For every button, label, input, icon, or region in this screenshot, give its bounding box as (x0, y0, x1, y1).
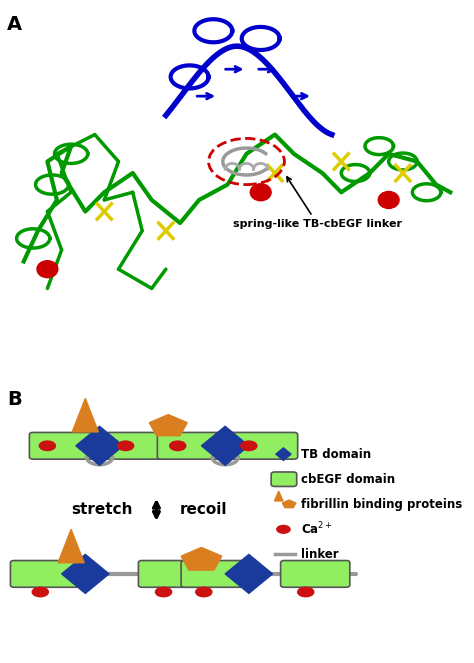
Polygon shape (283, 500, 296, 508)
Polygon shape (225, 554, 273, 593)
Polygon shape (181, 548, 222, 570)
Text: stretch: stretch (71, 503, 133, 517)
FancyBboxPatch shape (10, 560, 80, 587)
Text: cbEGF domain: cbEGF domain (301, 473, 395, 486)
Circle shape (277, 526, 290, 533)
FancyBboxPatch shape (157, 432, 227, 459)
FancyBboxPatch shape (281, 560, 350, 587)
Circle shape (32, 587, 48, 597)
Polygon shape (72, 398, 99, 432)
Polygon shape (62, 554, 109, 593)
Polygon shape (276, 448, 291, 460)
Polygon shape (58, 529, 84, 563)
Circle shape (39, 441, 55, 451)
Circle shape (378, 192, 399, 208)
Circle shape (170, 441, 186, 451)
Circle shape (37, 261, 58, 278)
FancyBboxPatch shape (105, 432, 174, 459)
Polygon shape (274, 491, 283, 501)
Text: fibrillin binding proteins: fibrillin binding proteins (301, 498, 462, 511)
Circle shape (250, 184, 271, 201)
Circle shape (118, 441, 134, 451)
Circle shape (298, 587, 314, 597)
Text: spring-like TB-cbEGF linker: spring-like TB-cbEGF linker (233, 177, 402, 229)
FancyBboxPatch shape (29, 432, 99, 459)
FancyBboxPatch shape (181, 560, 250, 587)
FancyBboxPatch shape (271, 472, 297, 487)
FancyBboxPatch shape (138, 560, 208, 587)
Text: TB domain: TB domain (301, 448, 371, 461)
Text: recoil: recoil (180, 503, 228, 517)
Circle shape (196, 587, 212, 597)
Circle shape (155, 587, 172, 597)
Text: B: B (7, 390, 22, 409)
Text: Ca$^{2+}$: Ca$^{2+}$ (301, 521, 332, 538)
Circle shape (241, 441, 257, 451)
Text: linker: linker (301, 548, 338, 561)
Polygon shape (201, 426, 249, 465)
Polygon shape (76, 426, 123, 465)
Polygon shape (149, 414, 187, 436)
Text: A: A (7, 15, 22, 34)
FancyBboxPatch shape (228, 432, 298, 459)
